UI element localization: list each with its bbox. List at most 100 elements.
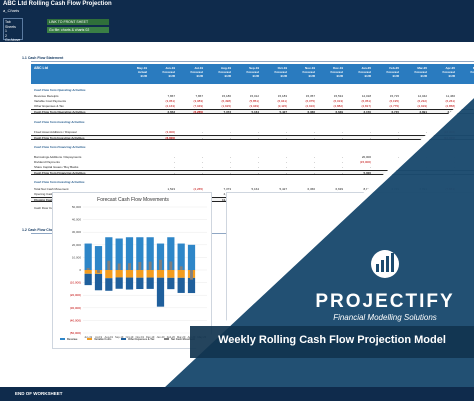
tabs-box-line: 1	[5, 29, 7, 33]
table-cell[interactable]: 5,427	[279, 110, 287, 114]
chart-bar[interactable]	[187, 244, 196, 270]
net-movement-bar[interactable]	[190, 270, 193, 280]
table-cell[interactable]: 2,347	[447, 110, 455, 114]
table-cell[interactable]: 2,653	[167, 110, 175, 114]
chart-bar[interactable]	[105, 237, 113, 270]
chart-bar[interactable]	[177, 277, 185, 293]
table-cell[interactable]: -	[230, 171, 231, 175]
chart-bar[interactable]	[177, 270, 185, 278]
net-movement-bar[interactable]	[159, 259, 162, 270]
y-tick-label: 20,000	[72, 243, 82, 247]
table-cell[interactable]: 2,891	[419, 110, 427, 114]
brand-name: PROJECTIFY	[315, 291, 455, 312]
chart-bar[interactable]	[84, 270, 92, 274]
chart-bar[interactable]	[84, 273, 92, 286]
net-movement-bar[interactable]	[117, 263, 121, 270]
chart-bar[interactable]	[84, 243, 92, 270]
chart-bar[interactable]	[187, 277, 196, 294]
net-movement-bar[interactable]	[169, 261, 173, 270]
column-header-line: EUR	[280, 74, 287, 78]
table-cell[interactable]: 6,639	[335, 110, 343, 114]
table-cell[interactable]: 3,150	[363, 110, 371, 114]
column-header-line: Forecast	[190, 70, 203, 74]
chart-bar[interactable]	[105, 270, 113, 279]
chart-bar[interactable]	[177, 243, 185, 270]
charts-link[interactable]: Go file: charts & charts 02	[47, 27, 109, 33]
chart-bar[interactable]	[146, 270, 154, 278]
column-header-line: EUR	[168, 74, 175, 78]
table-cell[interactable]: (2,265)	[193, 110, 203, 114]
chart-bar[interactable]	[167, 270, 175, 278]
table-cell[interactable]: -	[398, 171, 399, 175]
chart-bar[interactable]	[156, 277, 165, 307]
table-cell[interactable]: -	[342, 136, 343, 140]
chart-bar[interactable]	[115, 270, 123, 278]
end-of-worksheet: END OF WORKSHEET	[0, 387, 474, 401]
chart-bar[interactable]	[115, 238, 123, 271]
table-cell[interactable]: -	[286, 136, 287, 140]
chart-bar[interactable]	[136, 270, 144, 278]
chart-bar[interactable]	[94, 246, 103, 270]
row-label: Closing Cash Balance	[34, 198, 66, 202]
table-cell[interactable]: -	[454, 171, 455, 175]
table-cell[interactable]: 6,745	[391, 110, 399, 114]
table-cell[interactable]: -	[342, 171, 343, 175]
column-header-line: Jun-19	[165, 66, 175, 70]
chart-bar[interactable]	[136, 277, 144, 290]
cash-flow-chart[interactable]: Forecast Cash Flow Movements 50,000 40,00…	[52, 192, 212, 349]
row-label: Other Expenses & Tax	[34, 104, 64, 108]
net-movement-bar[interactable]	[138, 261, 142, 270]
table-cell[interactable]: -	[426, 136, 427, 140]
sheet-header: ABC Ltd Rolling Cash Flow Projection a_C…	[0, 0, 474, 42]
chart-bar[interactable]	[94, 273, 103, 291]
chart-bar[interactable]	[156, 270, 165, 278]
column-header-line: EUR	[196, 74, 203, 78]
front-sheet-link[interactable]: LINK TO FRONT SHEET	[47, 19, 109, 25]
table-cell[interactable]: 7,373	[223, 110, 231, 114]
table-cell[interactable]: -	[258, 136, 259, 140]
column-header: Apr-20 Forecast EUR	[427, 66, 455, 78]
table-cell[interactable]: -	[398, 136, 399, 140]
table-cell[interactable]: -	[286, 171, 287, 175]
table-cell[interactable]: 6,366	[307, 110, 315, 114]
legend-item: Variable Costs	[87, 338, 111, 341]
chart-bar[interactable]	[136, 237, 144, 270]
chart-bar[interactable]	[146, 277, 154, 289]
chart-bar[interactable]	[125, 277, 134, 290]
table-cell[interactable]: 5,164	[251, 110, 259, 114]
table-cell[interactable]: (10,000)	[443, 136, 455, 140]
table-cell[interactable]: -	[314, 136, 315, 140]
table-cell[interactable]: -	[230, 136, 231, 140]
net-movement-bar[interactable]	[179, 266, 183, 270]
table-cell[interactable]: -	[370, 136, 371, 140]
column-header: Feb-20 Forecast EUR	[371, 66, 399, 78]
net-movement-bar[interactable]	[86, 268, 90, 270]
chart-bar[interactable]	[167, 277, 175, 290]
table-cell[interactable]: 5,000	[363, 171, 371, 175]
column-header-line: EUR	[455, 74, 474, 78]
column-header-line: Forecast	[442, 70, 455, 74]
column-header-line: EUR	[252, 74, 259, 78]
table-cell[interactable]: -	[202, 171, 203, 175]
column-header-line: Forecast	[358, 70, 371, 74]
table-cell[interactable]: (3,000)	[165, 136, 175, 140]
table-cell[interactable]: -	[426, 171, 427, 175]
net-movement-bar[interactable]	[128, 263, 131, 270]
section-title-charts: 1.2 Cash Flow Charts	[22, 228, 58, 232]
table-cell[interactable]: -	[202, 136, 203, 140]
column-header-line: EUR	[420, 74, 427, 78]
table-cell[interactable]: -	[314, 171, 315, 175]
tab-sheets-box[interactable]: Tab Sheets 1 2 Go Above	[3, 18, 23, 42]
net-movement-bar[interactable]	[107, 260, 111, 270]
net-movement-bar[interactable]	[97, 270, 100, 273]
table-cell[interactable]: -	[174, 171, 175, 175]
chart-bar[interactable]	[105, 278, 113, 291]
chart-bar[interactable]	[115, 277, 123, 289]
column-header-line: Forecast	[330, 70, 343, 74]
table-cell[interactable]: -	[258, 171, 259, 175]
chart-bar[interactable]	[125, 237, 134, 270]
row-label: Cash Flow from Financing Activities	[34, 145, 86, 149]
chart-bar[interactable]	[125, 270, 134, 278]
net-movement-bar[interactable]	[148, 261, 152, 270]
column-header: Mar-20 Forecast EUR	[399, 66, 427, 78]
